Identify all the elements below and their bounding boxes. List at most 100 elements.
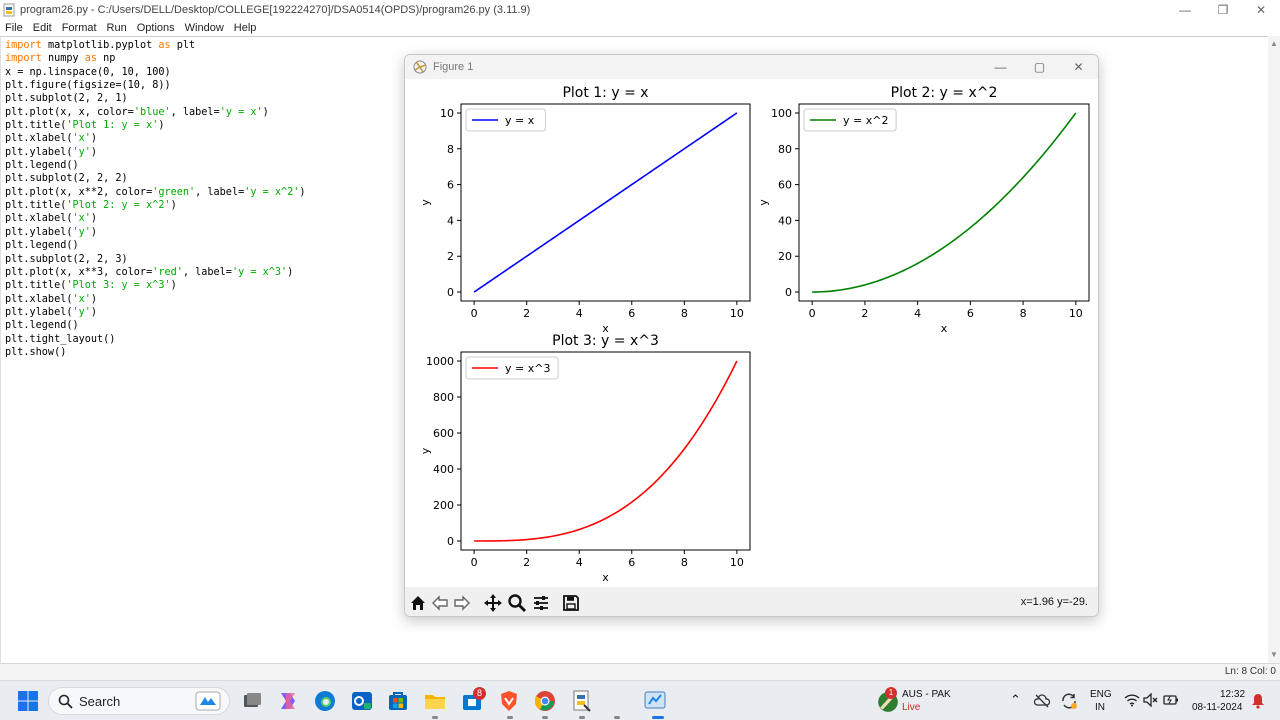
- editor-titlebar[interactable]: program26.py - C:/Users/DELL/Desktop/COL…: [0, 0, 1280, 20]
- subplot-title: Plot 1: y = x: [562, 85, 648, 101]
- code-line[interactable]: plt.plot(x, x**3, color='red', label='y …: [5, 266, 306, 279]
- code-line[interactable]: plt.show(): [5, 346, 306, 359]
- minimize-button[interactable]: —: [1179, 3, 1191, 17]
- code-token: ): [90, 133, 98, 145]
- figure-toolbar: x=1.96 y=-29.: [405, 587, 1098, 616]
- code-line[interactable]: plt.subplot(2, 2, 3): [5, 253, 306, 266]
- code-line[interactable]: plt.figure(figsize=(10, 8)): [5, 79, 306, 92]
- menu-file[interactable]: File: [5, 22, 23, 34]
- language-code[interactable]: ENG: [1090, 689, 1112, 700]
- battery-icon[interactable]: [1163, 693, 1179, 707]
- menu-format[interactable]: Format: [61, 22, 97, 34]
- code-line[interactable]: plt.tight_layout(): [5, 333, 306, 346]
- code-keyword: as: [158, 40, 171, 51]
- code-keyword: import: [5, 40, 42, 51]
- notification-bell-icon[interactable]: [1251, 693, 1265, 709]
- code-keyword: as: [84, 53, 98, 65]
- code-line[interactable]: plt.legend(): [5, 239, 306, 252]
- code-token: plt.title(: [5, 200, 67, 212]
- sync-icon[interactable]: [1060, 692, 1078, 710]
- code-line[interactable]: plt.subplot(2, 2, 2): [5, 172, 306, 185]
- legend-label: y = x^2: [843, 114, 888, 127]
- clock-date[interactable]: 08-11-2024: [1192, 702, 1243, 713]
- outlook-icon[interactable]: [350, 689, 374, 713]
- forward-icon[interactable]: [452, 593, 472, 613]
- clock-time[interactable]: 12:32: [1220, 689, 1246, 700]
- code-string: 'y': [72, 226, 91, 238]
- scroll-down-icon[interactable]: ▼: [1270, 650, 1278, 659]
- close-button[interactable]: ✕: [1255, 3, 1267, 17]
- figure-maximize-button[interactable]: ▢: [1033, 60, 1046, 74]
- pan-icon[interactable]: [483, 593, 503, 613]
- series-line: [474, 360, 738, 542]
- code-line[interactable]: plt.xlabel('x'): [5, 132, 306, 145]
- idle-editor-icon[interactable]: [570, 689, 594, 713]
- y-tick-label: 40: [778, 214, 792, 227]
- legend-label: y = x: [505, 114, 535, 127]
- code-line[interactable]: plt.plot(x, x**2, color='green', label='…: [5, 186, 306, 199]
- code-line[interactable]: import matplotlib.pyplot as plt: [5, 39, 306, 52]
- brave-browser-icon[interactable]: [497, 689, 521, 713]
- menu-edit[interactable]: Edit: [32, 22, 52, 34]
- code-line[interactable]: plt.ylabel('y'): [5, 146, 306, 159]
- python-file-icon: [3, 3, 15, 17]
- figure-close-button[interactable]: ✕: [1073, 60, 1084, 74]
- volume-muted-icon[interactable]: [1143, 693, 1159, 707]
- x-tick-label: 10: [730, 307, 744, 320]
- code-token: , label=: [182, 266, 232, 278]
- code-line[interactable]: plt.ylabel('y'): [5, 306, 306, 319]
- save-icon[interactable]: [561, 593, 581, 613]
- copilot-icon[interactable]: [276, 689, 300, 713]
- edge-icon[interactable]: [313, 689, 337, 713]
- vertical-scrollbar[interactable]: ▲ ▼: [1268, 36, 1280, 663]
- menu-options[interactable]: Options: [136, 22, 175, 34]
- coordinate-readout: x=1.96 y=-29.: [1020, 596, 1088, 608]
- task-view-icon[interactable]: [240, 689, 264, 713]
- microsoft-store-icon[interactable]: [386, 689, 410, 713]
- code-string: 'y': [72, 306, 91, 318]
- code-line[interactable]: plt.title('Plot 2: y = x^2'): [5, 199, 306, 212]
- chrome-icon[interactable]: [533, 689, 557, 713]
- onedrive-icon[interactable]: [1034, 694, 1050, 708]
- y-tick-label: 2: [447, 250, 454, 263]
- legend-box: [465, 356, 559, 380]
- y-tick-label: 400: [433, 463, 454, 476]
- file-explorer-icon[interactable]: [423, 689, 447, 713]
- y-tick-label: 10: [440, 107, 454, 120]
- menu-help[interactable]: Help: [233, 22, 257, 34]
- code-line[interactable]: plt.xlabel('x'): [5, 212, 306, 225]
- code-line[interactable]: plt.legend(): [5, 159, 306, 172]
- maximize-button[interactable]: ❐: [1217, 3, 1229, 17]
- code-line[interactable]: plt.title('Plot 3: y = x^3'): [5, 279, 306, 292]
- search-highlight-icon: [195, 691, 221, 711]
- zoom-icon[interactable]: [507, 593, 527, 613]
- region-code[interactable]: IN: [1095, 702, 1105, 713]
- chevron-up-icon[interactable]: ⌃: [1010, 692, 1021, 707]
- menu-run[interactable]: Run: [106, 22, 127, 34]
- figure-minimize-button[interactable]: —: [994, 60, 1007, 74]
- code-line[interactable]: x = np.linspace(0, 10, 100): [5, 66, 306, 79]
- y-tick-label: 6: [447, 179, 454, 192]
- wifi-icon[interactable]: [1124, 693, 1140, 707]
- series-line: [473, 112, 738, 293]
- configure-icon[interactable]: [531, 593, 551, 613]
- code-line[interactable]: import numpy as np: [5, 52, 306, 65]
- y-axis-label: y: [419, 447, 432, 454]
- figure-titlebar[interactable]: Figure 1 — ▢ ✕: [405, 55, 1098, 79]
- figure-window[interactable]: Figure 1 — ▢ ✕ Plot 1: y = x 0 2 4 6 8 10 0 2 4 6 8…: [404, 54, 1099, 617]
- code-text[interactable]: import matplotlib.pyplot as plt import nu…: [5, 39, 306, 359]
- python-figure-icon[interactable]: [643, 689, 667, 713]
- code-line[interactable]: plt.legend(): [5, 319, 306, 332]
- taskbar-search[interactable]: Search: [48, 687, 230, 715]
- code-line[interactable]: plt.ylabel('y'): [5, 226, 306, 239]
- scroll-up-icon[interactable]: ▲: [1270, 39, 1278, 48]
- back-icon[interactable]: [430, 593, 450, 613]
- home-icon[interactable]: [408, 593, 428, 613]
- code-line[interactable]: plt.subplot(2, 2, 1): [5, 92, 306, 105]
- menu-window[interactable]: Window: [184, 22, 224, 34]
- windows-start-icon[interactable]: [16, 689, 40, 713]
- code-line[interactable]: plt.plot(x, x, color='blue', label='y = …: [5, 106, 306, 119]
- code-line[interactable]: plt.xlabel('x'): [5, 293, 306, 306]
- code-line[interactable]: plt.title('Plot 1: y = x'): [5, 119, 306, 132]
